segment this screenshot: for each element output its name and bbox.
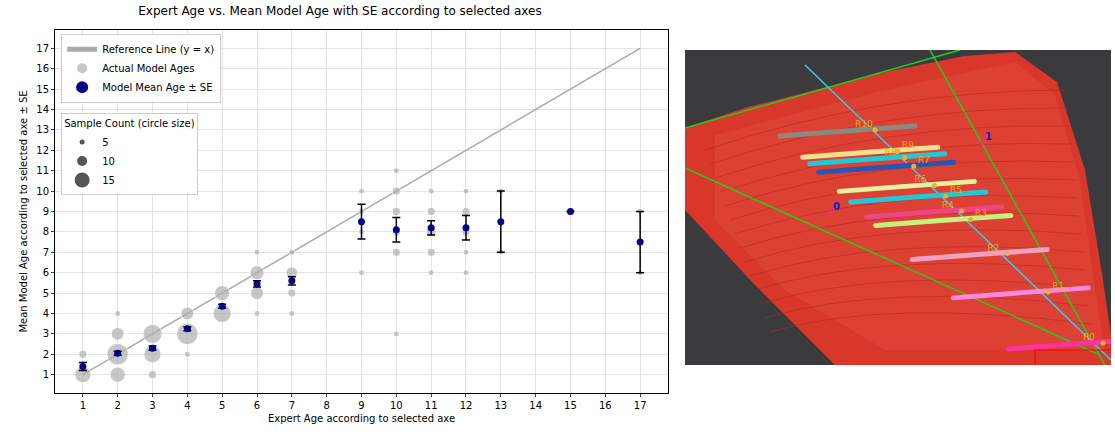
svg-text:16: 16 [36, 63, 49, 74]
svg-text:14: 14 [36, 104, 49, 115]
svg-text:9: 9 [43, 206, 49, 217]
svg-text:R8: R8 [885, 147, 897, 157]
svg-text:R9: R9 [902, 140, 914, 150]
svg-text:16: 16 [599, 400, 612, 411]
svg-text:17: 17 [634, 400, 647, 411]
svg-text:15: 15 [36, 84, 49, 95]
svg-text:4: 4 [184, 400, 190, 411]
svg-text:R2: R2 [987, 243, 999, 253]
svg-text:R0: R0 [1083, 332, 1095, 342]
svg-text:R3: R3 [975, 208, 987, 218]
svg-text:10: 10 [390, 400, 403, 411]
svg-text:15: 15 [102, 175, 115, 186]
svg-text:12: 12 [460, 400, 473, 411]
svg-text:15: 15 [564, 400, 577, 411]
svg-text:R1: R1 [1052, 281, 1064, 291]
svg-text:5: 5 [102, 137, 108, 148]
svg-text:14: 14 [529, 400, 542, 411]
svg-text:5: 5 [43, 288, 49, 299]
svg-text:1: 1 [43, 369, 49, 380]
svg-text:Model Mean Age ± SE: Model Mean Age ± SE [102, 82, 212, 93]
svg-text:2: 2 [43, 349, 49, 360]
svg-text:4: 4 [43, 308, 49, 319]
svg-text:2: 2 [115, 400, 121, 411]
svg-text:8: 8 [43, 226, 49, 237]
svg-text:11: 11 [425, 400, 438, 411]
svg-text:10: 10 [102, 156, 115, 167]
svg-text:6: 6 [43, 267, 49, 278]
svg-text:R6: R6 [914, 174, 926, 184]
svg-text:9: 9 [358, 400, 364, 411]
svg-text:12: 12 [36, 145, 49, 156]
svg-text:Actual Model Ages: Actual Model Ages [102, 63, 194, 74]
svg-text:8: 8 [323, 400, 329, 411]
svg-text:17: 17 [36, 43, 49, 54]
svg-text:10: 10 [36, 186, 49, 197]
svg-text:R4: R4 [942, 200, 954, 210]
svg-text:7: 7 [289, 400, 295, 411]
svg-text:1: 1 [80, 400, 86, 411]
svg-text:Reference Line (y = x): Reference Line (y = x) [102, 44, 214, 55]
svg-text:Expert Age according to select: Expert Age according to selected axe [268, 413, 455, 424]
svg-text:Sample Count (circle size): Sample Count (circle size) [64, 118, 195, 129]
svg-text:13: 13 [36, 124, 49, 135]
svg-text:Mean Model Age according to se: Mean Model Age according to selected axe… [18, 90, 29, 332]
svg-text:3: 3 [149, 400, 155, 411]
svg-text:11: 11 [36, 165, 49, 176]
svg-text:Expert Age vs. Mean Model Age: Expert Age vs. Mean Model Age with SE ac… [138, 4, 541, 18]
svg-text:1: 1 [985, 131, 992, 142]
svg-text:5: 5 [219, 400, 225, 411]
svg-text:3: 3 [43, 328, 49, 339]
svg-text:13: 13 [494, 400, 507, 411]
svg-text:6: 6 [254, 400, 260, 411]
svg-text:R7: R7 [918, 155, 930, 165]
svg-text:7: 7 [43, 247, 49, 258]
svg-text:0: 0 [833, 201, 840, 212]
svg-text:R5: R5 [950, 185, 962, 195]
svg-text:R10: R10 [855, 119, 873, 129]
